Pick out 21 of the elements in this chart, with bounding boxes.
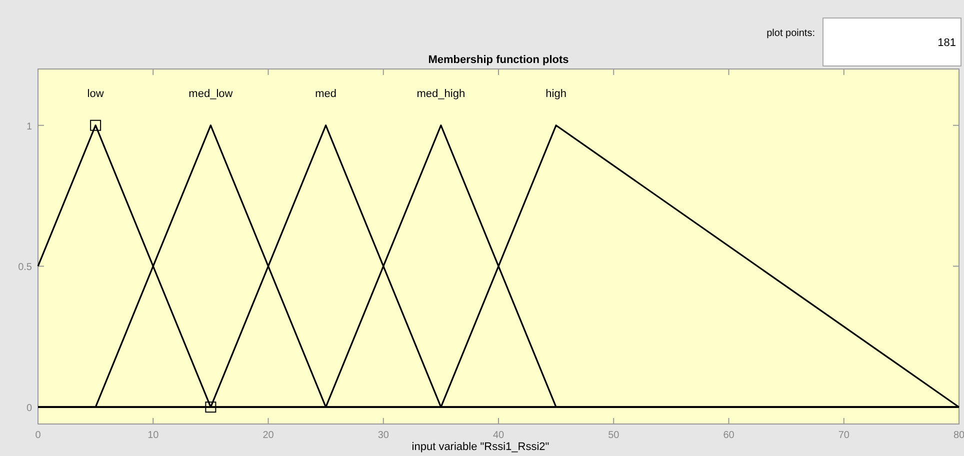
y-tick-label: 0	[26, 403, 32, 414]
x-tick-label: 60	[723, 430, 735, 441]
text: 181	[938, 37, 956, 49]
x-axis-title: input variable "Rssi1_Rssi2"	[412, 441, 550, 453]
x-tick-label: 10	[148, 430, 160, 441]
text: med_high	[416, 88, 466, 100]
x-tick-label: 0	[35, 430, 42, 441]
text: high	[546, 88, 566, 100]
y-tick-label: 1	[26, 121, 32, 132]
x-tick-label: 70	[838, 430, 850, 441]
series-label: low	[87, 88, 104, 100]
x-tick-label: 50	[608, 430, 620, 441]
x-tick-label: 40	[492, 430, 504, 441]
y-tick-label: 0.5	[18, 262, 32, 274]
x-tick-label: 30	[378, 430, 390, 441]
text: med	[315, 88, 337, 100]
text: plot points:	[766, 28, 815, 39]
x-tick-label: 20	[262, 430, 274, 441]
text: med_low	[188, 88, 233, 100]
x-tick-label: 80	[953, 430, 964, 441]
chart-title: Membership function plots	[428, 54, 569, 66]
